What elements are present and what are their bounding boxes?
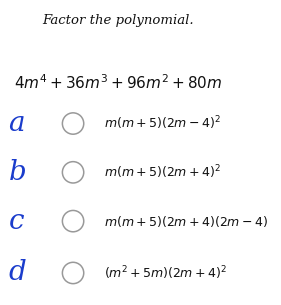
Text: $4m^4 + 36m^3 + 96m^2 + 80m$: $4m^4 + 36m^3 + 96m^2 + 80m$ [14,73,222,92]
Text: a: a [8,110,25,137]
Text: c: c [8,208,24,235]
Text: $m(m + 5)(2m - 4)^2$: $m(m + 5)(2m - 4)^2$ [104,115,221,132]
Text: $m(m + 5)(2m + 4)^2$: $m(m + 5)(2m + 4)^2$ [104,163,221,181]
Text: $(m^2 + 5m)(2m + 4)^2$: $(m^2 + 5m)(2m + 4)^2$ [104,264,227,282]
Text: b: b [8,159,26,186]
Text: Factor the polynomial.: Factor the polynomial. [42,14,194,27]
Text: $m(m + 5)(2m + 4)(2m - 4)$: $m(m + 5)(2m + 4)(2m - 4)$ [104,214,268,229]
Text: d: d [8,260,26,286]
